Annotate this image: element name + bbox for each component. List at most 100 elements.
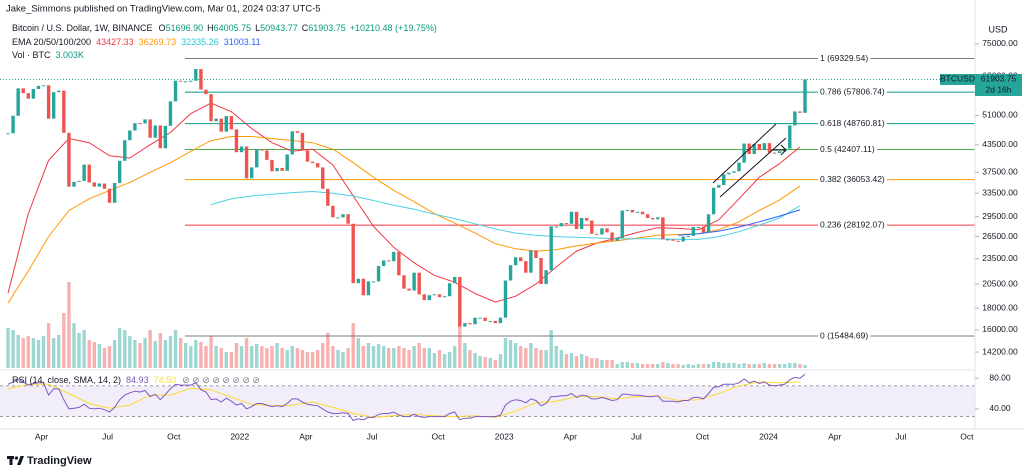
candle: [513, 257, 518, 266]
volume-bar: [310, 352, 315, 368]
price-tag: [940, 73, 975, 85]
ohlc-value: 51696.90: [166, 23, 204, 33]
candle: [336, 217, 340, 219]
candle: [117, 160, 122, 183]
volume-bar: [772, 364, 777, 368]
fib-label: 0.618 (48760.81): [820, 118, 885, 128]
volume-bar: [123, 330, 127, 368]
fib-label-bg: [818, 143, 877, 154]
candle: [453, 277, 457, 284]
candle: [498, 317, 503, 324]
candle: [244, 146, 249, 179]
candle: [371, 281, 376, 283]
candle: [290, 131, 294, 155]
volume-bar: [574, 356, 579, 368]
volume-bar: [676, 364, 680, 368]
candle: [717, 185, 721, 188]
candle: [153, 125, 157, 138]
volume-bar: [77, 333, 81, 368]
volume-bar: [595, 358, 599, 368]
volume-bar: [727, 363, 731, 368]
volume-bar: [549, 330, 553, 368]
candle: [158, 125, 162, 149]
candle: [539, 258, 543, 285]
volume-bar: [321, 343, 325, 368]
volume-bar: [300, 350, 305, 368]
candle: [41, 85, 46, 87]
symbol: Bitcoin / U.S. Dollar, 1W, BINANCE: [12, 23, 153, 33]
candle: [407, 288, 411, 291]
candle: [417, 272, 421, 295]
x-tick-label: Oct: [960, 431, 974, 441]
candle: [376, 266, 381, 282]
volume-bar: [381, 346, 386, 368]
price-tag: [975, 73, 1022, 96]
candle: [630, 209, 635, 213]
volume-bar: [579, 354, 584, 368]
candle: [387, 260, 391, 262]
volume-bar: [777, 364, 782, 368]
volume-bar: [437, 350, 442, 368]
candle: [519, 257, 523, 262]
fib-label: 0.236 (28192.07): [820, 219, 885, 229]
candle: [346, 214, 350, 224]
volume-bar: [539, 350, 543, 368]
candle: [615, 237, 619, 241]
rsi-value: 84.93: [126, 375, 149, 385]
candle: [798, 111, 802, 113]
volume-bar: [51, 338, 56, 368]
candle: [742, 143, 746, 163]
candle: [412, 272, 416, 291]
candle: [239, 146, 244, 153]
candle: [579, 217, 584, 230]
volume-bar: [41, 336, 46, 368]
volume-bar: [6, 328, 10, 368]
volume-bar: [666, 363, 670, 368]
candle: [219, 118, 223, 132]
candle: [458, 277, 462, 327]
candle: [468, 323, 472, 325]
vol-value: 3.003K: [56, 50, 85, 60]
candle: [701, 227, 706, 233]
volume-bar: [204, 346, 208, 368]
volume-bar: [224, 352, 228, 368]
candle: [260, 149, 264, 151]
volume-bar: [168, 336, 173, 368]
candle: [305, 150, 310, 162]
volume-bar: [366, 343, 371, 368]
volume-bar: [72, 323, 76, 368]
volume-bar: [681, 365, 685, 368]
candle: [133, 123, 137, 131]
ema-value: 32335.26: [181, 37, 219, 47]
candle: [463, 323, 467, 327]
candle: [427, 295, 432, 301]
candle: [600, 228, 604, 235]
volume-bar: [138, 343, 142, 368]
channel-line: [712, 123, 777, 184]
volume-bar: [569, 353, 574, 368]
volume-bar: [265, 348, 269, 368]
volume-bar: [590, 358, 594, 368]
candle: [82, 164, 86, 181]
volume-bar: [600, 360, 604, 368]
candle: [752, 143, 756, 154]
fib-label: 1 (69329.54): [820, 53, 868, 63]
volume-bar: [397, 346, 401, 368]
candle: [661, 217, 665, 240]
y-tick-label: 23500.00: [982, 253, 1018, 263]
volume-bar: [762, 363, 767, 368]
candle: [569, 211, 574, 224]
volume-bar: [483, 357, 487, 368]
fib-label-bg: [818, 219, 887, 230]
rsi-band: [0, 385, 975, 417]
candle: [432, 294, 437, 296]
arrow: [772, 144, 787, 156]
volume-bar: [189, 346, 193, 368]
candle: [194, 69, 198, 81]
x-tick-label: Jul: [631, 431, 642, 441]
fib-label: 0.786 (57806.74): [820, 86, 885, 96]
candle: [737, 162, 741, 172]
volume-bar: [671, 364, 675, 368]
